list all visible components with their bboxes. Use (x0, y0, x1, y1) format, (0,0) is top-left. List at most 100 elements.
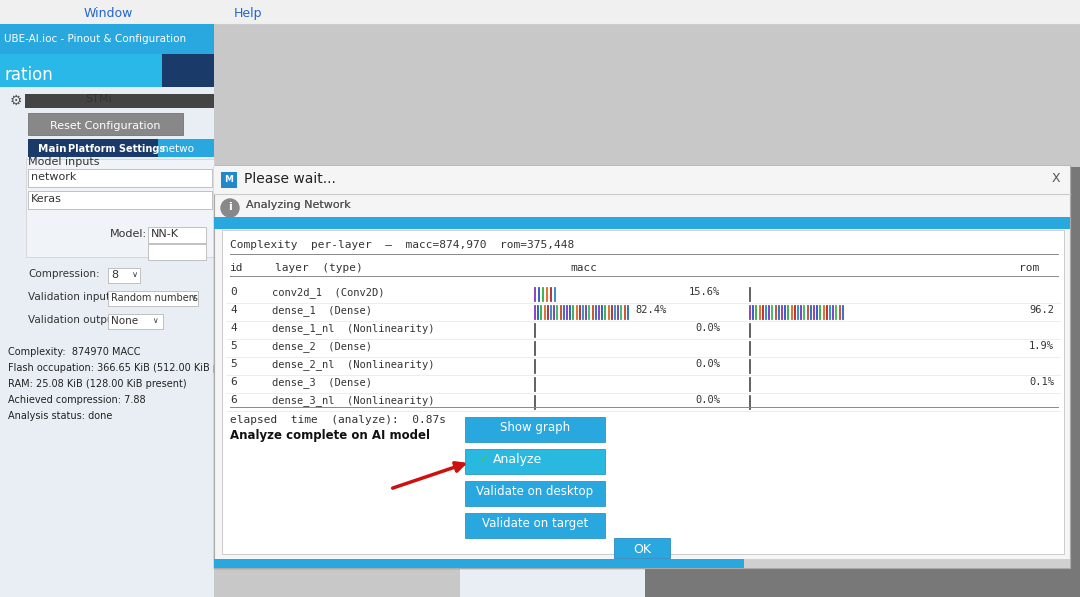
Text: 0: 0 (230, 287, 237, 297)
Text: 0.0%: 0.0% (696, 323, 720, 333)
Text: ration: ration (4, 66, 53, 84)
Bar (28, 191, 212, 209)
Text: 6: 6 (230, 377, 237, 387)
Circle shape (221, 199, 239, 217)
Bar (214, 217, 1070, 229)
Text: Keras: Keras (31, 194, 62, 204)
Bar (108, 291, 198, 306)
Text: Complexity:  874970 MACC: Complexity: 874970 MACC (8, 347, 140, 357)
Bar (0, 0, 1080, 24)
Text: elapsed  time  (analyze):  0.87s: elapsed time (analyze): 0.87s (230, 415, 446, 425)
Text: Analysis status: done: Analysis status: done (8, 411, 112, 421)
Bar (460, 427, 645, 597)
Text: M: M (225, 175, 233, 184)
Bar (158, 139, 214, 157)
Text: Model:: Model: (110, 229, 147, 239)
Text: Validate on target: Validate on target (482, 517, 589, 530)
Bar (28, 113, 183, 135)
Text: Show graph: Show graph (500, 421, 570, 434)
Text: None: None (111, 316, 138, 326)
Bar (28, 169, 212, 187)
Text: Flash occupation: 366.65 KiB (512.00 KiB present): Flash occupation: 366.65 KiB (512.00 KiB… (8, 363, 254, 373)
Text: X: X (1052, 172, 1061, 185)
Text: 0.1%: 0.1% (1029, 377, 1054, 387)
Text: Window: Window (83, 7, 133, 20)
Text: 6: 6 (230, 395, 237, 405)
Text: id: id (230, 263, 243, 273)
Text: Reset Configuration: Reset Configuration (50, 121, 160, 131)
Text: Platform Settings: Platform Settings (68, 144, 165, 154)
Bar (744, 559, 1070, 568)
Text: 15.6%: 15.6% (689, 287, 720, 297)
Bar (630, 167, 1080, 597)
Text: Validate on desktop: Validate on desktop (476, 485, 594, 498)
Text: 96.2: 96.2 (1029, 305, 1054, 315)
Text: dense_1_nl  (Nonlinearity): dense_1_nl (Nonlinearity) (272, 323, 434, 334)
Bar (28, 139, 76, 157)
Text: ∨: ∨ (190, 293, 195, 302)
Bar (148, 227, 206, 243)
Text: Achieved compression: 7.88: Achieved compression: 7.88 (8, 395, 146, 405)
Text: Random numbers: Random numbers (111, 293, 198, 303)
Bar (0, 54, 214, 87)
Bar (25, 94, 214, 108)
Bar (465, 513, 605, 538)
Text: UBE-AI.ioc - Pinout & Configuration: UBE-AI.ioc - Pinout & Configuration (4, 34, 186, 44)
Bar (26, 159, 214, 257)
Text: Main: Main (38, 144, 66, 154)
Text: dense_3_nl  (Nonlinearity): dense_3_nl (Nonlinearity) (272, 395, 434, 406)
Bar (162, 54, 214, 87)
Text: 5: 5 (230, 341, 237, 351)
Text: Analyzing Network: Analyzing Network (246, 200, 351, 210)
Text: Please wait...: Please wait... (244, 172, 336, 186)
Text: netwo: netwo (162, 144, 194, 154)
Text: Help: Help (233, 7, 262, 20)
Text: i: i (228, 202, 232, 212)
Bar (615, 538, 670, 558)
Text: Analyze complete on AI model: Analyze complete on AI model (230, 429, 430, 442)
Text: Model inputs: Model inputs (28, 157, 99, 167)
Text: 8: 8 (111, 270, 118, 280)
Text: macc: macc (570, 263, 597, 273)
Text: ∨: ∨ (132, 270, 138, 279)
Text: dense_2  (Dense): dense_2 (Dense) (272, 341, 372, 352)
Text: Compression:: Compression: (28, 269, 99, 279)
Text: NN-K: NN-K (151, 229, 179, 239)
Text: 1.9%: 1.9% (1029, 341, 1054, 351)
Text: dense_2_nl  (Nonlinearity): dense_2_nl (Nonlinearity) (272, 359, 434, 370)
Text: 4: 4 (230, 323, 237, 333)
Text: 5: 5 (230, 359, 237, 369)
Text: Analyze: Analyze (492, 453, 542, 466)
Text: network: network (31, 172, 77, 182)
Text: layer  (type): layer (type) (275, 263, 363, 273)
Text: dense_1  (Dense): dense_1 (Dense) (272, 305, 372, 316)
Bar (76, 139, 158, 157)
Bar (222, 230, 1064, 554)
Text: ∨: ∨ (152, 316, 158, 325)
Text: Validation inputs:: Validation inputs: (28, 292, 119, 302)
Bar (0, 24, 214, 597)
Bar (465, 449, 605, 474)
Text: STMi: STMi (85, 94, 111, 104)
Text: RAM: 25.08 KiB (128.00 KiB present): RAM: 25.08 KiB (128.00 KiB present) (8, 379, 187, 389)
Bar (465, 417, 605, 442)
Bar (214, 166, 1070, 194)
Bar (214, 166, 1070, 568)
Text: rom: rom (1018, 263, 1039, 273)
Bar (108, 268, 140, 283)
Text: OK: OK (633, 543, 651, 556)
Text: ✓: ✓ (477, 453, 488, 466)
Text: conv2d_1  (Conv2D): conv2d_1 (Conv2D) (272, 287, 384, 298)
Bar (148, 244, 206, 260)
Bar (214, 166, 1070, 568)
Bar (214, 559, 744, 568)
Text: Validation outputs:: Validation outputs: (28, 315, 126, 325)
Text: 0.0%: 0.0% (696, 359, 720, 369)
Text: ⚙: ⚙ (10, 94, 23, 108)
Text: 0.0%: 0.0% (696, 395, 720, 405)
Text: dense_3  (Dense): dense_3 (Dense) (272, 377, 372, 388)
Bar (108, 314, 163, 329)
Bar (0, 24, 214, 54)
Bar (465, 481, 605, 506)
Text: Analyzing Network: Analyzing Network (246, 200, 351, 210)
